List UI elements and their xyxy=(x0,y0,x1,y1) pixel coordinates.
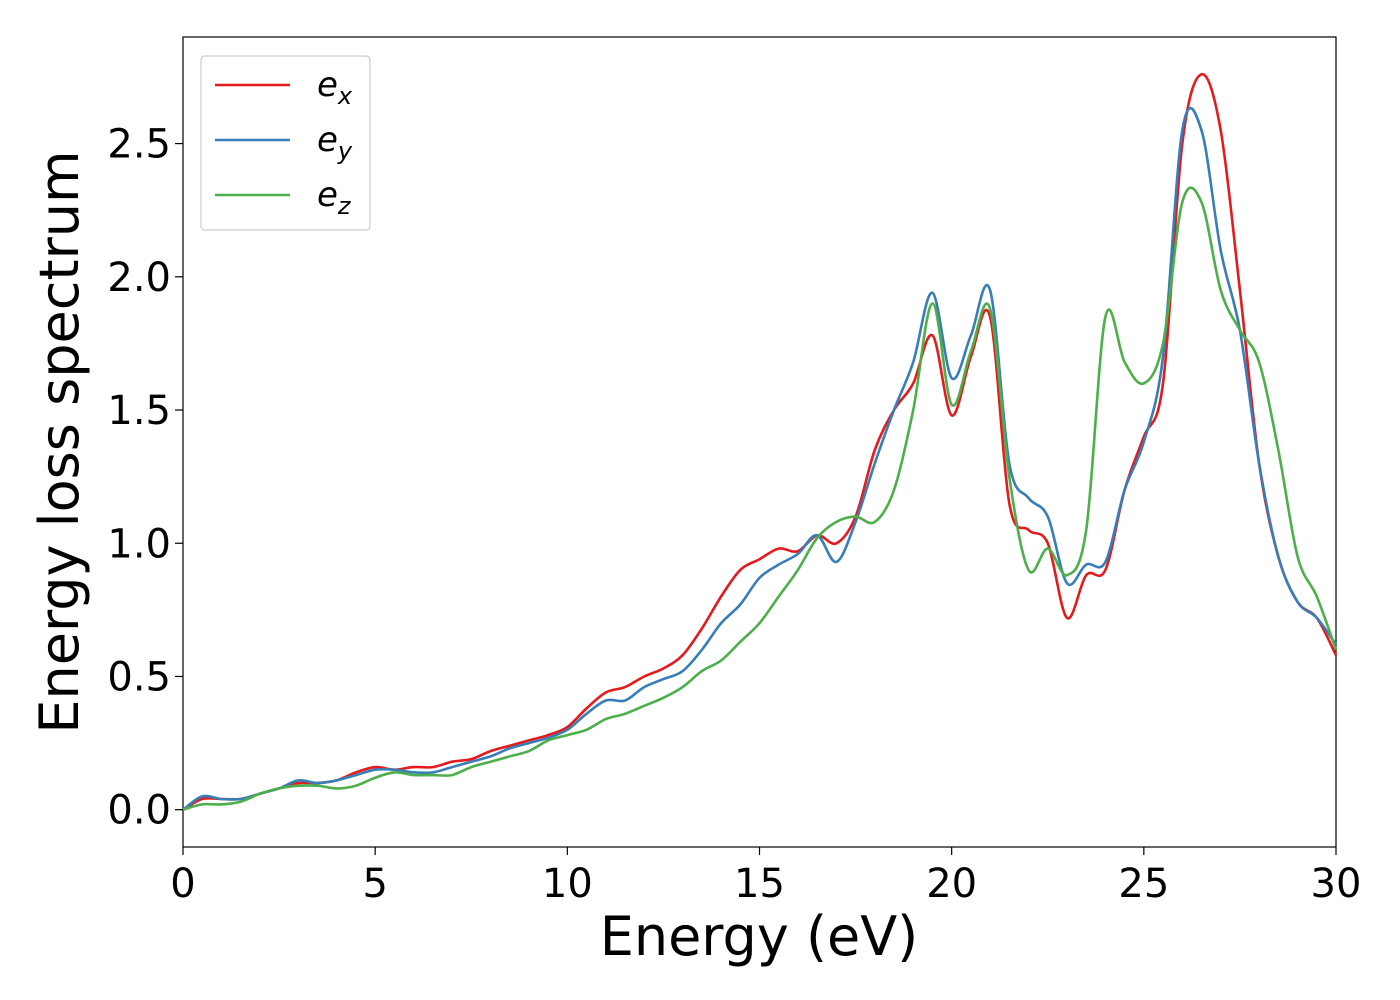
x-tick-label: 0 xyxy=(170,861,195,907)
x-tick-label: 20 xyxy=(926,861,977,907)
y-axis-title: Energy loss spectrum xyxy=(28,150,91,733)
y-tick-label: 2.0 xyxy=(107,255,171,301)
y-tick-label: 1.0 xyxy=(107,521,171,567)
x-tick-label: 15 xyxy=(734,861,785,907)
y-tick-label: 1.5 xyxy=(107,388,171,434)
x-tick-label: 10 xyxy=(542,861,593,907)
series-layer xyxy=(182,72,1338,811)
x-axis-ticks: 0 5 10 15 20 25 30 xyxy=(170,847,1361,907)
y-tick-label: 0.5 xyxy=(107,654,171,700)
x-axis-title: Energy (eV) xyxy=(600,905,919,968)
x-tick-label: 30 xyxy=(1311,861,1362,907)
y-tick-label: 2.5 xyxy=(107,122,171,168)
x-tick-label: 25 xyxy=(1118,861,1169,907)
series-line-z xyxy=(182,186,1338,811)
y-tick-label: 0.0 xyxy=(107,788,171,834)
legend-box xyxy=(200,55,371,231)
y-axis-ticks: 0.0 0.5 1.0 1.5 2.0 2.5 xyxy=(107,122,183,834)
x-tick-label: 5 xyxy=(362,861,387,907)
